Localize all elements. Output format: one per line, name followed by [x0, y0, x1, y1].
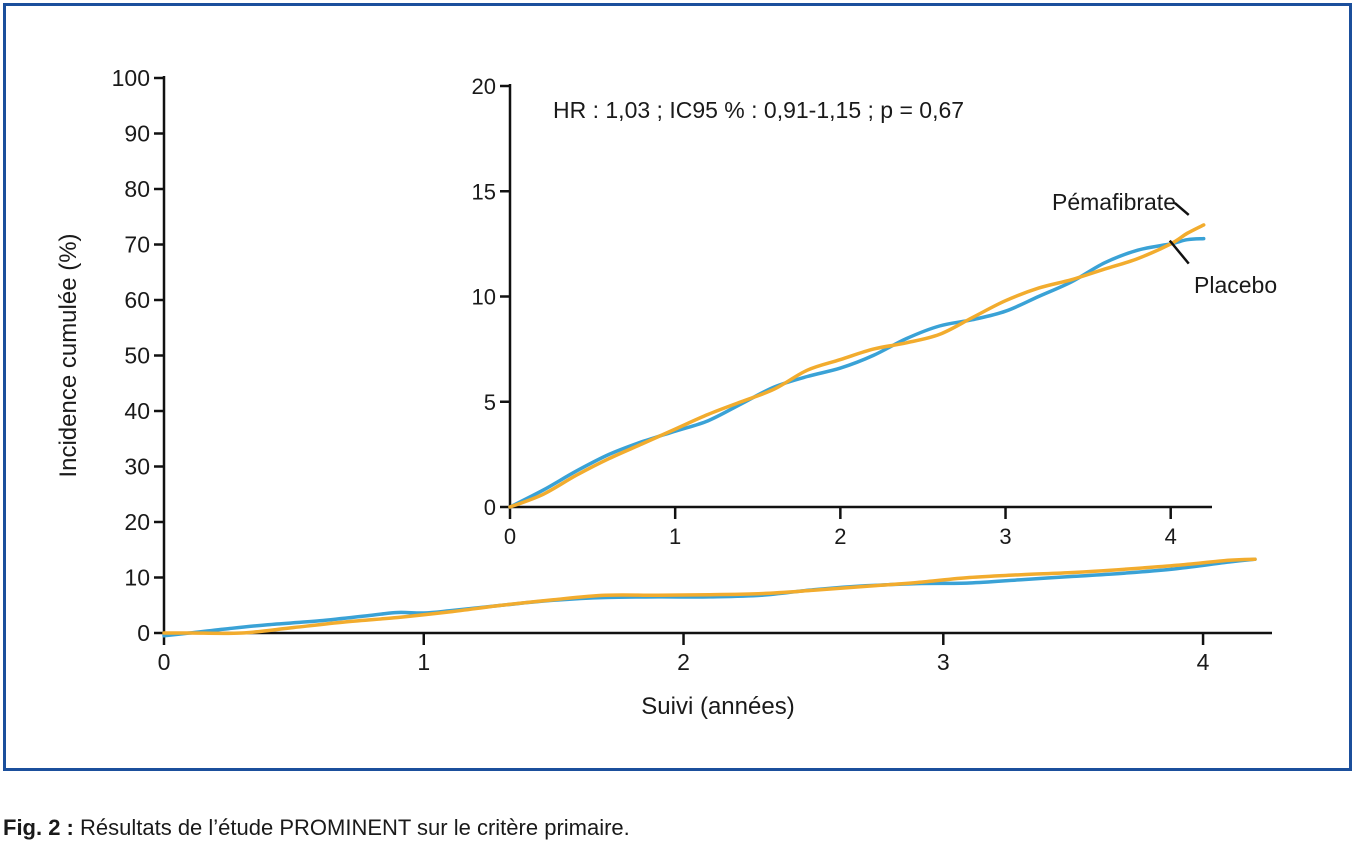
x-axis-title: Suivi (années): [641, 693, 794, 720]
y-tick-label: 10: [472, 285, 496, 310]
y-tick-label: 0: [137, 620, 150, 646]
series-line-pemafibrate: [508, 223, 1206, 509]
y-tick-label: 20: [124, 509, 150, 535]
y-tick-label: 0: [484, 495, 496, 520]
figure-caption-text: Résultats de l’étude PROMINENT sur le cr…: [73, 815, 630, 840]
y-tick-label: 5: [484, 390, 496, 415]
y-tick-label: 100: [112, 65, 150, 91]
series-line-pemafibrate: [162, 557, 1257, 636]
y-tick-label: 20: [472, 74, 496, 99]
x-tick-label: 0: [158, 649, 171, 675]
y-tick-label: 70: [124, 232, 150, 258]
x-tick-label: 4: [1197, 649, 1210, 675]
x-tick-label: 3: [999, 524, 1011, 549]
placebo-leader-line: [1168, 239, 1190, 265]
x-tick-label: 1: [417, 649, 430, 675]
y-tick-label: 15: [472, 179, 496, 204]
figure-caption-label: Fig. 2 :: [3, 815, 74, 840]
pemafibrate-leader-line: [1173, 201, 1190, 216]
y-axis-title: Incidence cumulée (%): [55, 233, 82, 477]
y-tick-label: 60: [124, 287, 150, 313]
y-tick-label: 30: [124, 454, 150, 480]
stats-annotation: HR : 1,03 ; IC95 % : 0,91-1,15 ; p = 0,6…: [553, 97, 964, 123]
x-tick-label: 0: [504, 524, 516, 549]
series-label-pemafibrate: Pémafibrate: [1052, 189, 1176, 215]
x-tick-label: 2: [677, 649, 690, 675]
y-tick-label: 80: [124, 176, 150, 202]
x-tick-label: 1: [669, 524, 681, 549]
figure-frame: [3, 3, 1352, 771]
inset-plot: 0 5 10 15 20 0 1 2 3 4 HR : 1,03 ; IC95 % : 0,91-1…: [472, 74, 1278, 549]
x-tick-label: 4: [1165, 524, 1177, 549]
series-label-placebo: Placebo: [1194, 272, 1277, 298]
x-tick-label: 2: [834, 524, 846, 549]
y-tick-label: 90: [124, 121, 150, 147]
y-tick-label: 50: [124, 343, 150, 369]
x-tick-label: 3: [937, 649, 950, 675]
y-tick-label: 40: [124, 398, 150, 424]
y-tick-label: 10: [124, 565, 150, 591]
series-line-placebo: [508, 236, 1206, 509]
figure-caption: Fig. 2 : Résultats de l’étude PROMINENT …: [3, 815, 630, 841]
